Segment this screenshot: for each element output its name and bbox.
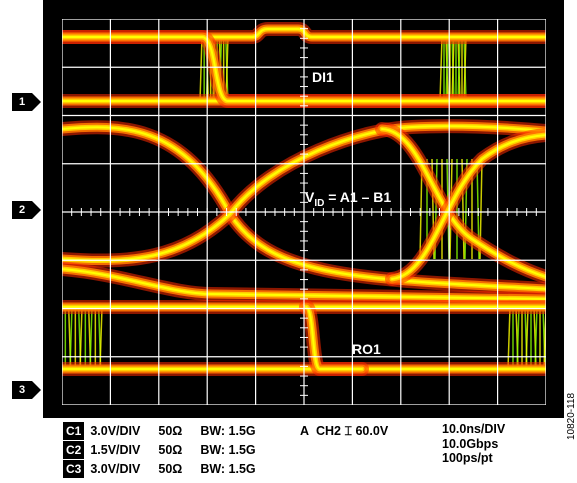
timebase-settings: 10.0ns/DIV 10.0Gbps 100ps/pt — [442, 422, 505, 466]
impedance: 50Ω — [158, 462, 183, 476]
trigger-level: 60.0V — [355, 424, 389, 438]
bandwidth: BW: 1.5G — [200, 462, 256, 476]
ro1-transition-band — [507, 306, 546, 370]
channel-1-number: 1 — [12, 93, 32, 111]
channel-2-badge: C2 — [63, 441, 85, 459]
trace-label-vid: VID = A1 – B1 — [305, 189, 391, 209]
volts-per-div: 1.5V/DIV — [90, 443, 141, 457]
time-per-div: 10.0ns/DIV — [442, 422, 506, 436]
vid-symbol: V — [305, 189, 315, 205]
di1-transition-band — [439, 36, 467, 102]
volts-per-div: 3.0V/DIV — [90, 424, 141, 438]
volts-per-div: 3.0V/DIV — [90, 462, 141, 476]
trigger-mode: A — [300, 424, 310, 438]
bandwidth: BW: 1.5G — [200, 443, 256, 457]
marker-arrow-icon — [32, 93, 41, 111]
trace-label-di1: DI1 — [312, 69, 334, 85]
impedance: 50Ω — [158, 443, 183, 457]
vid-falling-trace-2 — [375, 122, 546, 284]
trigger-channel: CH2 — [315, 424, 341, 438]
ro1-transition-band — [62, 306, 103, 370]
impedance: 50Ω — [158, 424, 183, 438]
trigger-edge-icon: ⌶ — [344, 424, 352, 438]
figure-id: 10820-118 — [566, 392, 577, 440]
vid-rising-trace-2 — [385, 128, 546, 286]
marker-arrow-icon — [32, 201, 41, 219]
channel-3-settings: C3 3.0V/DIV 50Ω BW: 1.5G — [63, 460, 256, 478]
di1-edge-trace — [62, 30, 546, 108]
ro1-edge-trace — [299, 300, 369, 376]
sample-resolution: 100ps/pt — [442, 451, 493, 465]
channel-1-settings: C1 3.0V/DIV 50Ω BW: 1.5G — [63, 422, 256, 440]
vid-subscript: ID — [314, 197, 325, 209]
channel-1-badge: C1 — [63, 422, 85, 440]
scope-settings-panel: C1 3.0V/DIV 50Ω BW: 1.5G C2 1.5V/DIV 50Ω BW: 1… — [0, 422, 577, 482]
channel-1-marker: 1 — [12, 93, 41, 111]
trigger-settings: A CH2 ⌶ 60.0V — [300, 422, 388, 440]
vid-falling-trace — [62, 120, 546, 296]
bandwidth: BW: 1.5G — [200, 424, 256, 438]
vid-equation: = A1 – B1 — [324, 189, 392, 205]
vid-settle-trace — [62, 262, 546, 306]
channel-2-marker: 2 — [12, 201, 41, 219]
oscilloscope-screen: DI1 VID = A1 – B1 RO1 — [62, 19, 546, 405]
marker-arrow-icon — [32, 381, 41, 399]
graticule — [62, 19, 546, 405]
channel-2-number: 2 — [12, 201, 32, 219]
trace-label-ro1: RO1 — [352, 341, 381, 357]
channel-3-badge: C3 — [63, 460, 85, 478]
channel-2-settings: C2 1.5V/DIV 50Ω BW: 1.5G — [63, 441, 256, 459]
channel-3-number: 3 — [12, 381, 32, 399]
data-rate: 10.0Gbps — [442, 436, 499, 451]
channel-3-marker: 3 — [12, 381, 41, 399]
waveform-display — [62, 19, 546, 405]
